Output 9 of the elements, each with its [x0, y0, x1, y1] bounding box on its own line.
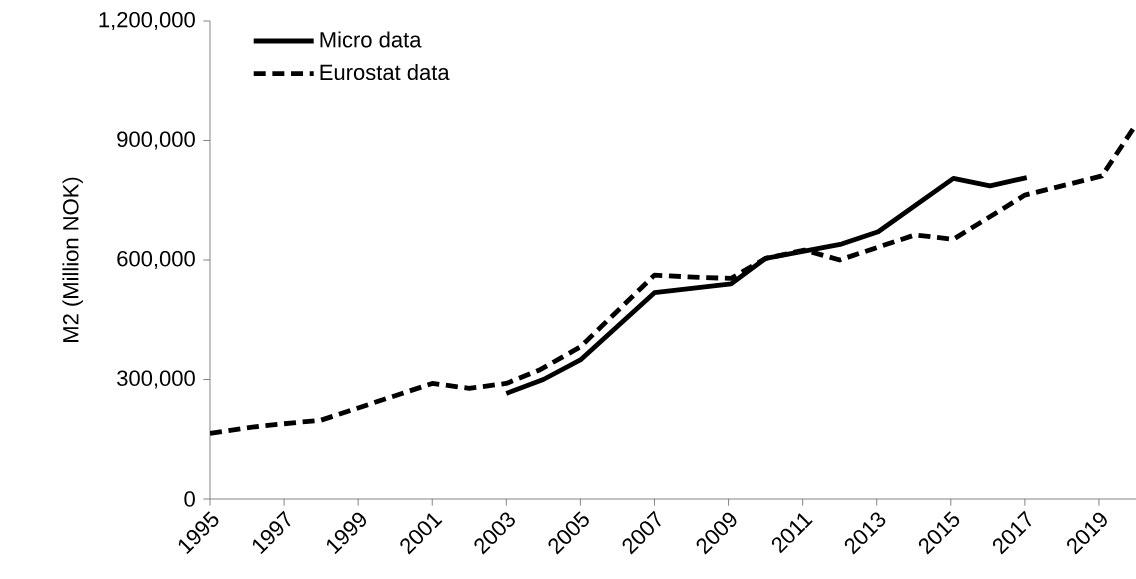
y-tick-label: 0 [184, 491, 195, 507]
y-tick-label: 300,000 [117, 370, 195, 389]
y-tick-label: 600,000 [117, 250, 195, 270]
y-tick-label: 900,000 [117, 131, 195, 150]
legend-label: Micro data [320, 31, 422, 48]
y-axis-title: M2 (Million NOK) [62, 177, 83, 342]
line-series [503, 175, 1030, 396]
y-tick-label: 1,200,000 [99, 11, 195, 31]
legend-label: Eurostat data [320, 63, 450, 81]
